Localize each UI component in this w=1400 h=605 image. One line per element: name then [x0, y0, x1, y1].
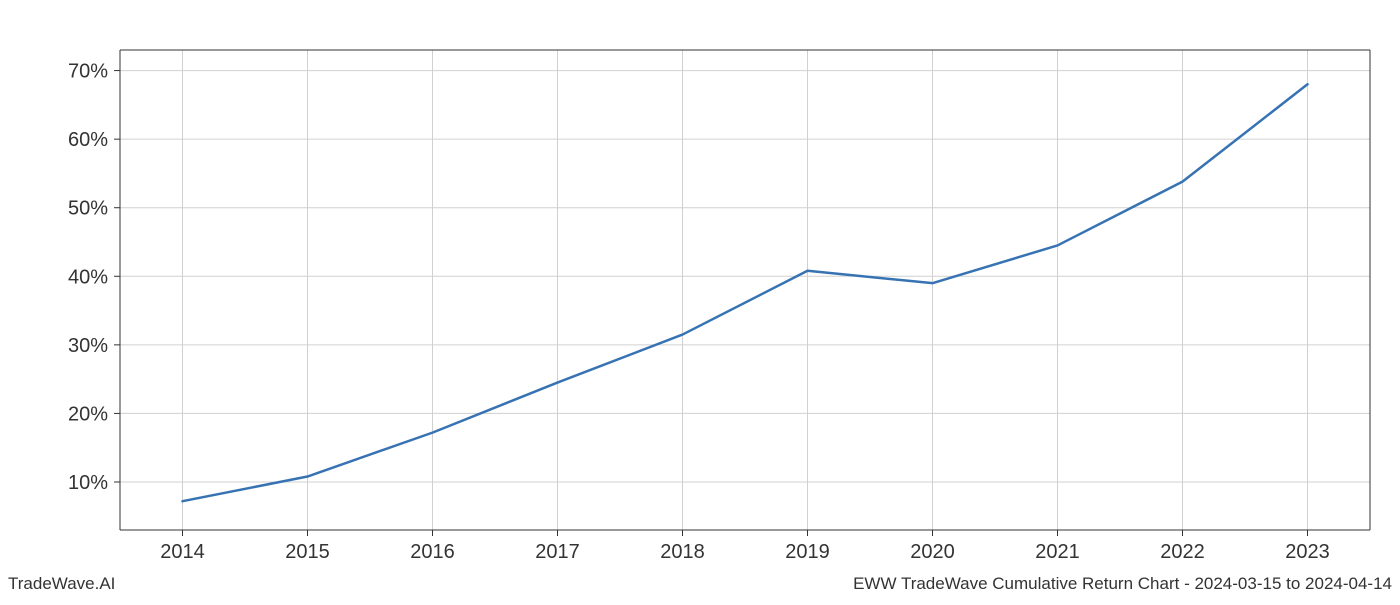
x-tick-label: 2019	[785, 541, 830, 563]
x-tick-label: 2022	[1160, 541, 1205, 563]
x-tick-label: 2020	[910, 541, 955, 563]
x-tick-label: 2018	[660, 541, 705, 563]
x-tick-label: 2015	[285, 541, 330, 563]
y-tick-label: 70%	[68, 61, 108, 83]
footer-left-label: TradeWave.AI	[8, 574, 115, 594]
y-tick-label: 50%	[68, 198, 108, 220]
y-tick-label: 60%	[68, 129, 108, 151]
y-tick-label: 10%	[68, 472, 108, 494]
x-tick-label: 2021	[1035, 541, 1080, 563]
line-chart: 2014 2015 2016 2017 2018 2019 2020 2021 2022 2023…	[0, 0, 1400, 600]
x-tick-label: 2017	[535, 541, 580, 563]
x-tick-label: 2023	[1285, 541, 1330, 563]
y-tick-label: 40%	[68, 266, 108, 288]
y-tick-label: 30%	[68, 335, 108, 357]
x-tick-label: 2016	[410, 541, 455, 563]
y-tick-label: 20%	[68, 403, 108, 425]
chart-container: 2014 2015 2016 2017 2018 2019 2020 2021 2022 2023…	[0, 0, 1400, 600]
footer-right-label: EWW TradeWave Cumulative Return Chart - …	[853, 574, 1392, 594]
x-tick-label: 2014	[160, 541, 205, 563]
